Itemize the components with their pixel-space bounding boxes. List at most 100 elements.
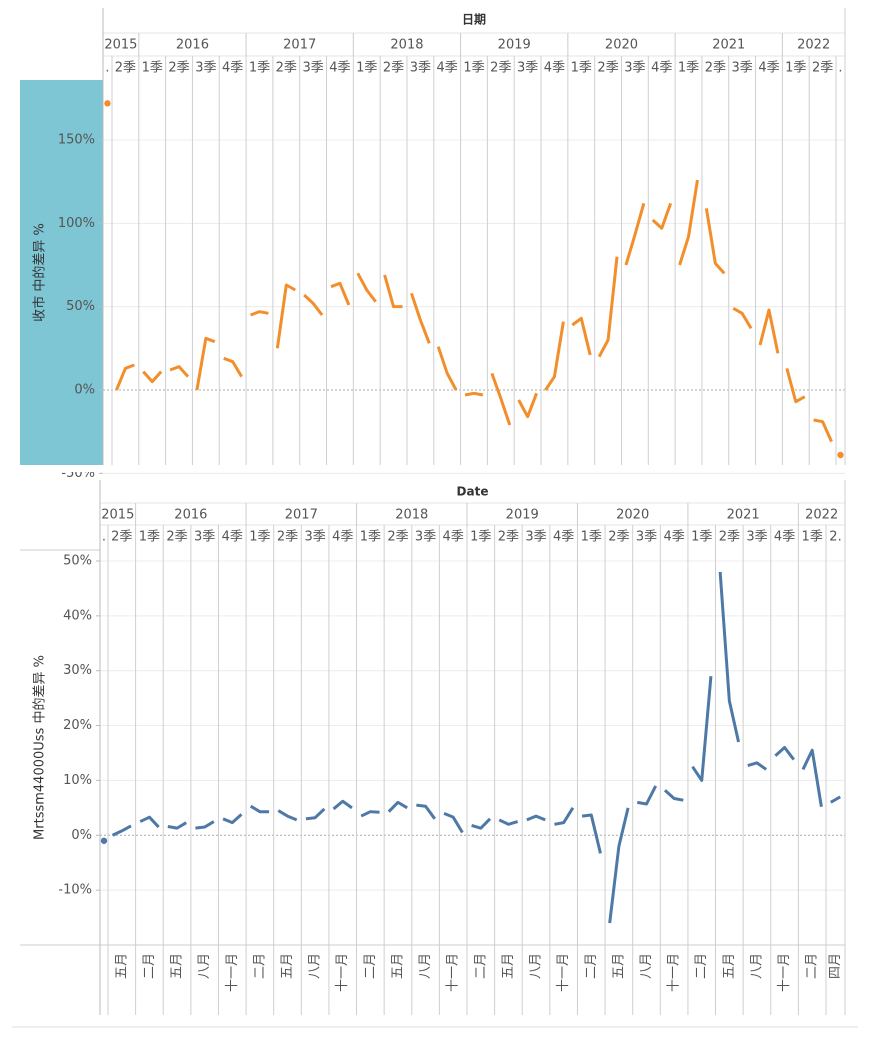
quarter-label: 3季: [732, 61, 753, 76]
y-tick-label: 150%: [58, 133, 95, 148]
header-title: 日期: [462, 12, 486, 27]
y-tick-label: 10%: [63, 773, 92, 788]
quarter-label: 3季: [624, 61, 645, 76]
quarter-label: 4季: [774, 530, 795, 545]
year-label: 2017: [283, 38, 316, 53]
quarter-label: 1季: [691, 530, 712, 545]
data-line: [678, 179, 699, 266]
quarter-label: 1季: [802, 530, 823, 545]
data-line: [704, 208, 726, 275]
data-line: [195, 336, 216, 391]
quarter-label: 1季: [139, 530, 160, 545]
data-point: [104, 100, 111, 107]
year-label: 2019: [498, 38, 531, 53]
month-label: 二月: [584, 953, 599, 979]
month-label: 十一月: [446, 953, 461, 992]
quarter-label: 3季: [746, 530, 767, 545]
data-line: [275, 283, 296, 349]
year-label: 2017: [285, 508, 318, 523]
data-line: [332, 799, 353, 811]
year-label: 2022: [805, 508, 838, 523]
month-label: 五月: [611, 953, 626, 979]
quarter-label: 2季: [597, 61, 618, 76]
data-line: [517, 392, 538, 419]
data-line: [360, 810, 380, 818]
quarter-label: 2季: [115, 61, 136, 76]
y-tick-label: 20%: [63, 718, 92, 733]
quarter-label: 2季: [719, 530, 740, 545]
quarter-label: 2季: [387, 530, 408, 545]
quarter-label: 2季: [490, 61, 511, 76]
quarter-label: 2季: [276, 61, 297, 76]
month-label: 五月: [170, 953, 185, 979]
month-label: 五月: [114, 953, 129, 979]
month-label: 十一月: [335, 953, 350, 992]
data-line: [169, 365, 190, 378]
quarter-label: 2季: [498, 530, 519, 545]
data-line: [651, 202, 673, 230]
quarter-label: .: [102, 530, 106, 545]
data-line: [387, 800, 408, 813]
month-label: 二月: [473, 953, 488, 979]
data-line: [303, 293, 324, 316]
data-line: [383, 274, 403, 309]
year-label: 2016: [176, 38, 209, 53]
year-label: 2020: [616, 508, 649, 523]
quarter-label: 3季: [195, 61, 216, 76]
y-tick-label: -10%: [58, 883, 92, 898]
data-line: [356, 272, 377, 303]
quarter-label: 4季: [553, 530, 574, 545]
year-label: 2016: [174, 508, 207, 523]
quarter-label: 2季: [277, 530, 298, 545]
quarter-label: 4季: [329, 61, 350, 76]
year-label: 2015: [104, 38, 137, 53]
quarter-label: 1季: [785, 61, 806, 76]
data-line: [330, 281, 351, 306]
data-line: [142, 370, 163, 384]
data-line: [829, 795, 842, 804]
data-line: [758, 308, 780, 354]
month-label: 八月: [308, 953, 323, 979]
quarter-label: 4季: [758, 61, 779, 76]
data-line: [637, 785, 658, 806]
quarter-label: 1季: [463, 61, 484, 76]
quarter-label: 3季: [525, 530, 546, 545]
data-line: [223, 356, 243, 378]
data-line: [222, 813, 243, 825]
quarter-label: 2季: [166, 530, 187, 545]
year-label: 2022: [797, 38, 830, 53]
y-tick-label: 40%: [63, 608, 92, 623]
quarter-label: 2季: [111, 530, 132, 545]
quarter-label: 4季: [544, 61, 565, 76]
month-label: 八月: [197, 953, 212, 979]
quarter-label: 2季: [168, 61, 189, 76]
data-line: [490, 372, 512, 426]
data-line: [416, 803, 436, 820]
quarter-label: 4季: [437, 61, 458, 76]
data-line: [813, 418, 833, 443]
quarter-label: 4季: [332, 530, 353, 545]
month-label: 八月: [529, 953, 544, 979]
quarter-label: 2季: [608, 530, 629, 545]
quarter-label: 4季: [222, 61, 243, 76]
year-label: 2021: [727, 508, 760, 523]
quarter-label: 1季: [470, 530, 491, 545]
year-label: 2020: [605, 38, 638, 53]
month-label: 二月: [142, 953, 157, 979]
quarter-label: 3季: [636, 530, 657, 545]
quarter-label: 1季: [142, 61, 163, 76]
data-line: [597, 256, 619, 358]
month-label: 十一月: [225, 953, 240, 992]
year-label: 2019: [506, 508, 539, 523]
month-label: 五月: [501, 953, 516, 979]
month-label: 五月: [390, 953, 405, 979]
quarter-label: 3季: [410, 61, 431, 76]
quarter-label: 2季: [812, 61, 833, 76]
header-title: Date: [457, 485, 489, 499]
data-line: [250, 310, 269, 317]
quarter-label: 1季: [360, 530, 381, 545]
quarter-label: 3季: [517, 61, 538, 76]
y-tick-label: 30%: [63, 663, 92, 678]
quarter-label: 1季: [678, 61, 699, 76]
